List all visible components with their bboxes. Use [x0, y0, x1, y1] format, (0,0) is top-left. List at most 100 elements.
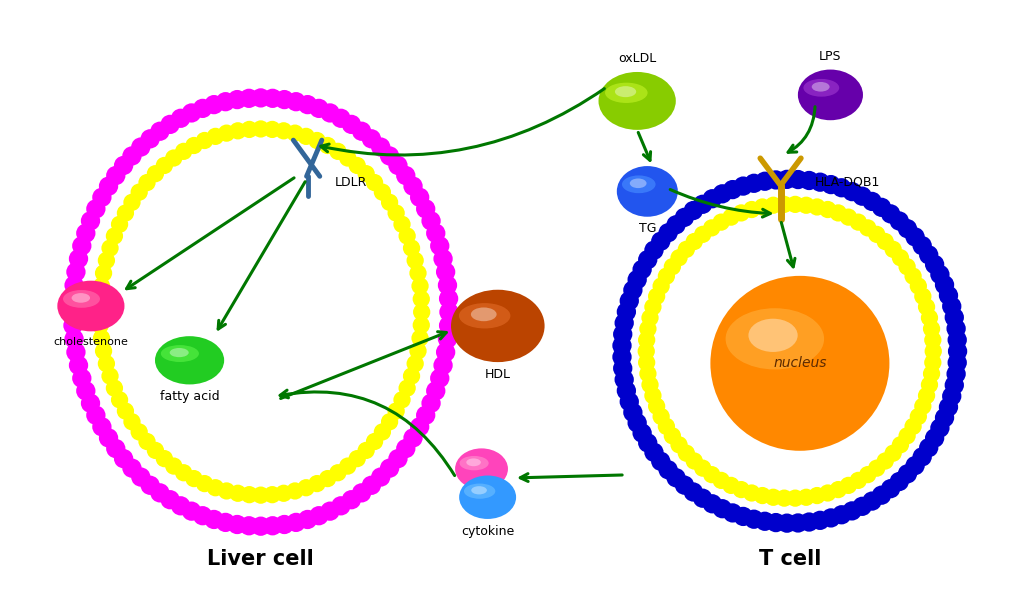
- Ellipse shape: [275, 485, 292, 502]
- Ellipse shape: [871, 198, 891, 217]
- Ellipse shape: [748, 319, 797, 352]
- Ellipse shape: [912, 236, 931, 255]
- Ellipse shape: [722, 503, 742, 522]
- Ellipse shape: [604, 82, 647, 103]
- Ellipse shape: [352, 122, 371, 141]
- Ellipse shape: [101, 367, 118, 385]
- Ellipse shape: [889, 211, 908, 231]
- Ellipse shape: [92, 188, 111, 207]
- Ellipse shape: [156, 157, 173, 174]
- Ellipse shape: [867, 459, 884, 477]
- Ellipse shape: [613, 370, 633, 389]
- Ellipse shape: [319, 137, 336, 154]
- Ellipse shape: [669, 249, 687, 267]
- Ellipse shape: [373, 424, 390, 441]
- Ellipse shape: [398, 227, 416, 245]
- Ellipse shape: [95, 342, 112, 359]
- Ellipse shape: [403, 367, 420, 385]
- Text: HDL: HDL: [484, 368, 511, 381]
- Ellipse shape: [712, 213, 730, 231]
- Ellipse shape: [937, 398, 957, 417]
- Ellipse shape: [764, 196, 782, 214]
- Ellipse shape: [298, 95, 317, 115]
- Ellipse shape: [416, 405, 435, 425]
- Ellipse shape: [722, 180, 742, 199]
- Ellipse shape: [912, 447, 931, 467]
- Ellipse shape: [786, 196, 803, 213]
- Ellipse shape: [185, 470, 203, 487]
- Ellipse shape: [861, 191, 880, 211]
- Ellipse shape: [204, 510, 223, 529]
- Ellipse shape: [923, 354, 941, 371]
- Ellipse shape: [175, 143, 193, 160]
- Ellipse shape: [407, 355, 423, 372]
- Ellipse shape: [147, 165, 164, 182]
- Ellipse shape: [139, 433, 156, 450]
- Ellipse shape: [388, 449, 408, 468]
- Text: oxLDL: oxLDL: [618, 52, 655, 65]
- Ellipse shape: [331, 496, 351, 516]
- Ellipse shape: [858, 219, 875, 236]
- Ellipse shape: [371, 138, 390, 157]
- Ellipse shape: [379, 459, 398, 478]
- Ellipse shape: [403, 428, 422, 448]
- Ellipse shape: [622, 176, 655, 193]
- Ellipse shape: [721, 208, 739, 226]
- Ellipse shape: [122, 459, 142, 478]
- Ellipse shape: [897, 219, 916, 238]
- Ellipse shape: [797, 70, 862, 120]
- Ellipse shape: [924, 428, 944, 448]
- Ellipse shape: [638, 250, 656, 269]
- Ellipse shape: [652, 278, 669, 295]
- Ellipse shape: [614, 86, 636, 97]
- Text: fatty acid: fatty acid: [160, 390, 219, 404]
- Text: nucleus: nucleus: [772, 356, 825, 370]
- Ellipse shape: [883, 445, 901, 462]
- Ellipse shape: [114, 156, 133, 175]
- Ellipse shape: [946, 364, 965, 384]
- Ellipse shape: [471, 307, 496, 321]
- Ellipse shape: [319, 470, 336, 487]
- Ellipse shape: [286, 92, 306, 112]
- Ellipse shape: [880, 204, 900, 224]
- Ellipse shape: [95, 264, 112, 282]
- Ellipse shape: [373, 184, 390, 201]
- Ellipse shape: [413, 304, 430, 321]
- Ellipse shape: [413, 290, 429, 308]
- Ellipse shape: [665, 468, 685, 487]
- Ellipse shape: [611, 336, 631, 355]
- Ellipse shape: [411, 330, 428, 347]
- Ellipse shape: [416, 199, 435, 219]
- Ellipse shape: [357, 165, 374, 182]
- Ellipse shape: [329, 464, 346, 481]
- Ellipse shape: [920, 376, 937, 393]
- Ellipse shape: [920, 309, 937, 327]
- Ellipse shape: [776, 513, 796, 533]
- Ellipse shape: [904, 418, 921, 435]
- Ellipse shape: [944, 376, 963, 395]
- Ellipse shape: [818, 201, 836, 218]
- Ellipse shape: [913, 398, 930, 415]
- Ellipse shape: [68, 356, 88, 375]
- Text: LPS: LPS: [818, 50, 841, 63]
- Ellipse shape: [658, 460, 678, 479]
- Ellipse shape: [808, 198, 825, 216]
- Ellipse shape: [611, 347, 631, 367]
- Ellipse shape: [362, 476, 381, 495]
- Ellipse shape: [917, 298, 934, 316]
- Ellipse shape: [627, 270, 646, 289]
- Ellipse shape: [362, 129, 381, 148]
- Text: cholestenone: cholestenone: [53, 338, 128, 347]
- Ellipse shape: [387, 402, 405, 420]
- Ellipse shape: [820, 175, 840, 195]
- Ellipse shape: [409, 264, 426, 282]
- Ellipse shape: [639, 365, 656, 382]
- Ellipse shape: [712, 499, 732, 518]
- Ellipse shape: [623, 281, 642, 300]
- Ellipse shape: [712, 471, 730, 489]
- Ellipse shape: [942, 297, 961, 316]
- Ellipse shape: [619, 392, 638, 411]
- Ellipse shape: [263, 88, 282, 108]
- Ellipse shape: [808, 487, 825, 504]
- Ellipse shape: [193, 99, 212, 118]
